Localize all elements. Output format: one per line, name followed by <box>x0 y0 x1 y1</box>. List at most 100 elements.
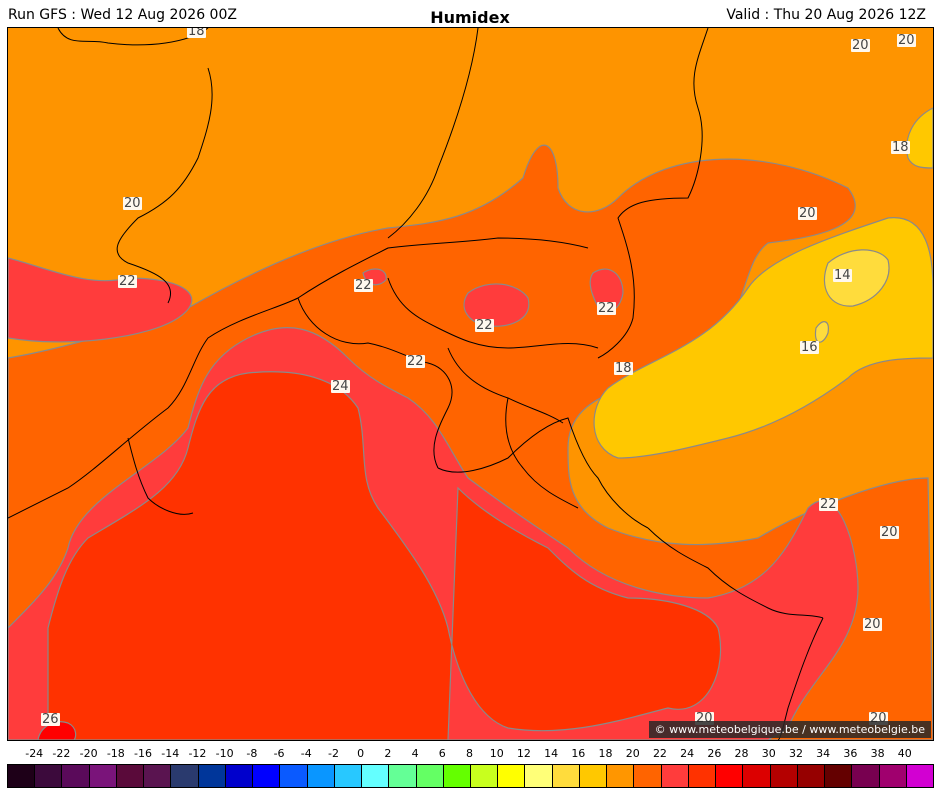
legend-tick-label: -4 <box>300 747 312 760</box>
legend-swatch <box>498 765 526 787</box>
legend-swatch <box>688 765 717 787</box>
contour-label: 20 <box>897 33 916 48</box>
contour-label: 22 <box>819 497 838 512</box>
legend-tick-label: -22 <box>52 747 71 760</box>
legend-ticks: -24 -22 -20 -18 -16 -14 -12 -10 -8 -6 -4 -2 0 2 4 6 8 10 1… <box>7 747 932 761</box>
legend-tick-label: 38 <box>870 747 885 760</box>
zone-26-plus <box>37 721 77 740</box>
legend-tick-label: 34 <box>816 747 831 760</box>
legend-tick-label: -14 <box>161 747 180 760</box>
legend-swatch <box>443 765 471 787</box>
legend-tick-label: 10 <box>489 747 504 760</box>
legend-swatch <box>62 765 90 787</box>
legend-swatch <box>470 765 499 787</box>
legend-tick-label: 32 <box>788 747 803 760</box>
contour-label: 20 <box>123 196 142 211</box>
zone-14-16 <box>823 249 890 307</box>
map-title: Humidex <box>430 8 510 27</box>
legend-tick-label: -18 <box>106 747 125 760</box>
legend-tick-label: 22 <box>652 747 667 760</box>
legend-swatch <box>906 765 933 787</box>
contour-label: 14 <box>833 268 852 283</box>
legend-tick-label: 30 <box>761 747 776 760</box>
legend-tick-label: 16 <box>571 747 586 760</box>
contour-label: 18 <box>891 140 910 155</box>
legend-swatch <box>770 765 798 787</box>
legend-swatch <box>389 765 417 787</box>
legend-swatch <box>607 765 635 787</box>
legend-tick-label: 26 <box>707 747 722 760</box>
legend-swatch <box>797 765 826 787</box>
legend-swatch <box>116 765 145 787</box>
color-legend <box>7 764 934 788</box>
legend-swatch <box>634 765 662 787</box>
contour-label: 18 <box>187 27 206 39</box>
legend-swatch <box>225 765 254 787</box>
legend-swatch <box>416 765 444 787</box>
legend-tick-label: 20 <box>625 747 640 760</box>
legend-swatch <box>89 765 117 787</box>
humidex-map[interactable]: 18 20 20 20 18 20 22 22 22 22 14 22 16 1… <box>7 27 934 741</box>
contour-label: 24 <box>331 379 350 394</box>
legend-swatch <box>362 765 390 787</box>
legend-swatch <box>852 765 880 787</box>
zone-22-24-center <box>463 283 530 327</box>
legend-tick-label: -6 <box>273 747 285 760</box>
legend-swatch <box>198 765 226 787</box>
contour-label: 22 <box>406 354 425 369</box>
legend-tick-label: 12 <box>516 747 531 760</box>
legend-tick-label: -24 <box>25 747 44 760</box>
legend-tick-label: 0 <box>357 747 365 760</box>
legend-swatch <box>280 765 308 787</box>
legend-swatch <box>334 765 363 787</box>
contour-label: 22 <box>597 301 616 316</box>
credit-text: © www.meteobelgique.be / www.meteobelgie… <box>648 721 931 738</box>
legend-tick-label: 40 <box>897 747 912 760</box>
legend-swatch <box>716 765 744 787</box>
legend-tick-label: 28 <box>734 747 749 760</box>
contour-label: 20 <box>798 206 817 221</box>
legend-tick-label: -16 <box>134 747 152 760</box>
zone-22-24-west <box>8 257 193 343</box>
legend-tick-label: 18 <box>598 747 613 760</box>
contour-label: 20 <box>863 617 882 632</box>
legend-swatch <box>552 765 580 787</box>
contour-label: 26 <box>41 712 60 727</box>
legend-swatch <box>144 765 172 787</box>
legend-tick-label: -10 <box>215 747 234 760</box>
legend-swatch <box>525 765 553 787</box>
zone-16-18-small <box>814 321 829 343</box>
zone-24-26 <box>47 371 722 740</box>
legend-swatch <box>879 765 907 787</box>
legend-tick-label: 14 <box>544 747 559 760</box>
legend-tick-label: -20 <box>79 747 98 760</box>
legend-tick-label: 2 <box>384 747 392 760</box>
legend-tick-label: 8 <box>466 747 473 760</box>
map-fields <box>8 28 933 740</box>
legend-swatch <box>253 765 281 787</box>
zone-18-20-ne <box>906 107 933 169</box>
contour-label: 20 <box>880 525 899 540</box>
legend-tick-label: 36 <box>843 747 858 760</box>
valid-time: Valid : Thu 20 Aug 2026 12Z <box>726 7 926 23</box>
legend-tick-label: -2 <box>327 747 339 760</box>
contour-label: 20 <box>851 38 870 53</box>
contour-label: 18 <box>614 361 633 376</box>
legend-swatch <box>8 765 36 787</box>
legend-swatch <box>579 765 608 787</box>
legend-tick-label: 6 <box>438 747 446 760</box>
run-info: Run GFS : Wed 12 Aug 2026 00Z <box>8 7 237 23</box>
contour-label: 16 <box>800 340 819 355</box>
legend-swatch <box>171 765 199 787</box>
legend-tick-label: -8 <box>246 747 258 760</box>
legend-swatch <box>307 765 335 787</box>
coastlines-borders <box>8 28 824 740</box>
legend-tick-label: -12 <box>188 747 207 760</box>
contour-label: 22 <box>354 278 373 293</box>
contour-label: 22 <box>475 318 494 333</box>
legend-tick-label: 4 <box>411 747 419 760</box>
legend-tick-label: 24 <box>680 747 695 760</box>
legend-swatch <box>661 765 689 787</box>
legend-swatch <box>825 765 853 787</box>
legend-swatch <box>35 765 63 787</box>
